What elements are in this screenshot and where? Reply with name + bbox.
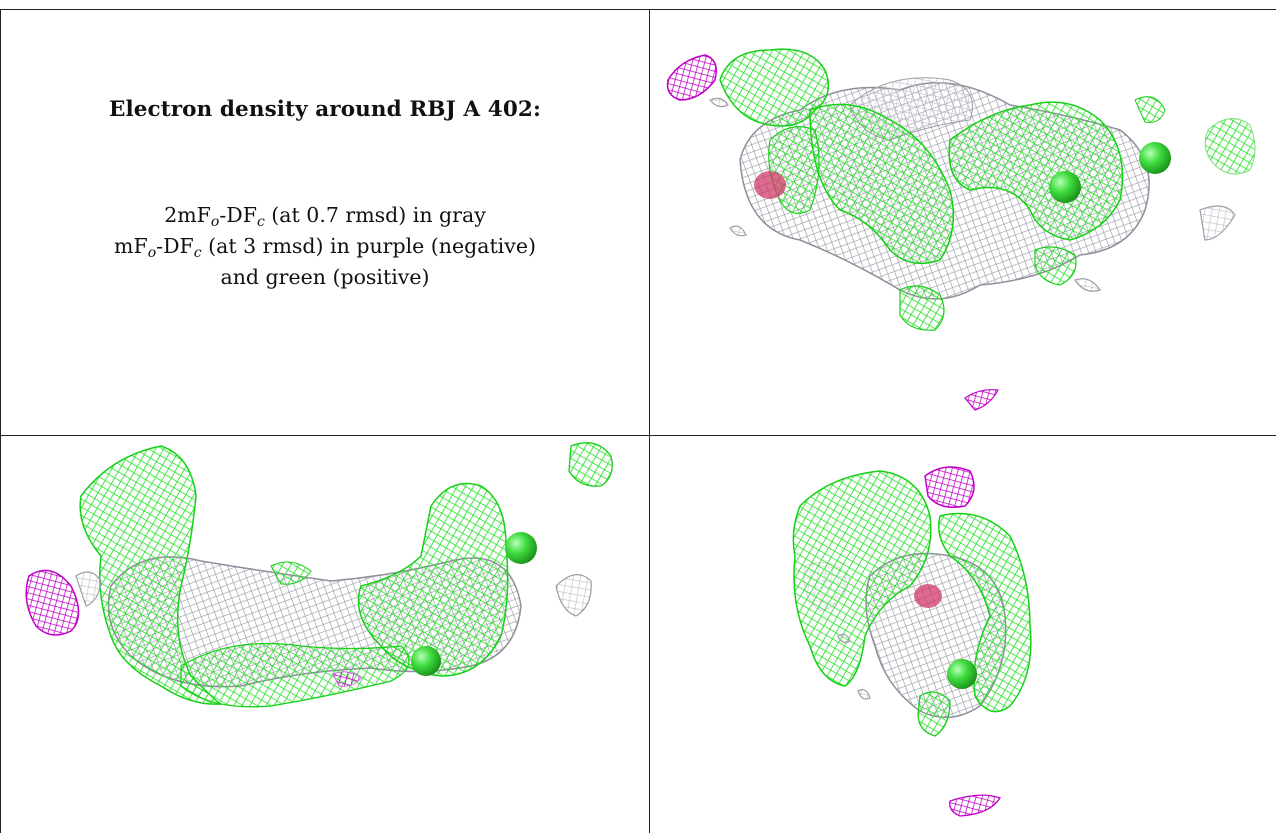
legend-cell: Electron density around RBJ A 402: 2mFo-… [1,9,649,435]
table-center-rule [649,9,650,833]
table-top-rule [0,9,1276,10]
atom-sphere [1049,171,1081,203]
legend-line-positive: and green (positive) [220,265,430,289]
oxygen-atom [754,171,786,199]
gray-fragment-mesh [75,571,592,617]
figure-title: Electron density around RBJ A 402: [108,97,542,122]
gray-fragment-mesh [837,633,871,700]
table-middle-rule [0,435,1276,436]
atom-sphere [411,646,441,676]
atom-sphere [505,532,537,564]
legend-line-fo-fc: mFo-DFc (at 3 rmsd) in purple (negative) [114,234,536,261]
green-positive-mesh [719,48,1256,331]
legend-line-2fo-fc: 2mFo-DFc (at 0.7 rmsd) in gray [164,203,486,230]
atom-sphere [947,659,977,689]
purple-negative-mesh [924,466,1001,817]
purple-negative-mesh [25,569,362,687]
density-view-bottom-left [1,436,649,833]
density-legend: 2mFo-DFc (at 0.7 rmsd) in gray mFo-DFc (… [1,200,649,293]
density-view-top-right [650,10,1276,435]
purple-negative-mesh [666,54,999,411]
table-left-rule [0,9,1,833]
gray-fragment-mesh [709,97,1236,292]
green-positive-mesh [792,470,1032,737]
atom-sphere [1139,142,1171,174]
green-positive-mesh [79,442,613,708]
oxygen-atom [914,584,942,608]
density-view-bottom-right [650,436,1276,833]
